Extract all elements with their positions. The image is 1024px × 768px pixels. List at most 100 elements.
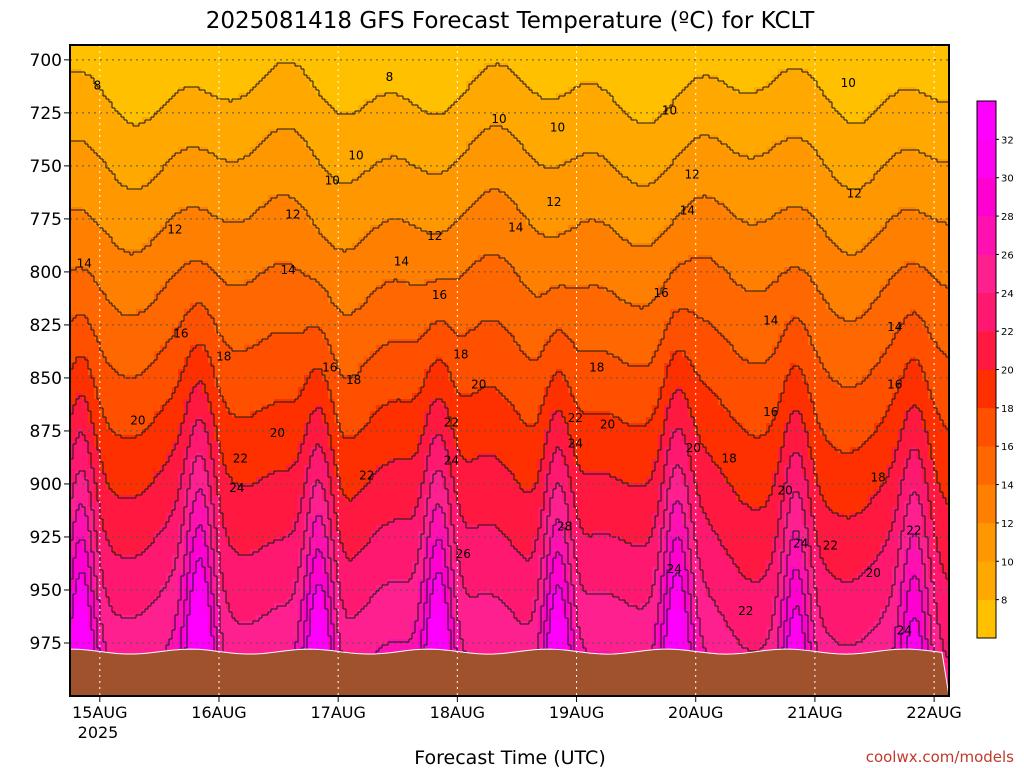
temperature-cell [94, 105, 101, 112]
temperature-cell [190, 189, 197, 196]
temperature-cell [130, 81, 137, 88]
temperature-cell [334, 453, 341, 460]
temperature-cell [232, 69, 239, 76]
temperature-cell [178, 81, 185, 88]
temperature-cell [148, 303, 155, 310]
temperature-cell [160, 201, 167, 208]
temperature-cell [274, 69, 281, 76]
temperature-cell [220, 621, 227, 628]
temperature-cell [238, 51, 245, 58]
temperature-cell [208, 387, 215, 394]
temperature-cell [148, 555, 155, 562]
temperature-cell [268, 183, 275, 190]
temperature-cell [82, 585, 89, 592]
temperature-cell [274, 159, 281, 166]
chart-title: 2025081418 GFS Forecast Temperature (ºC)… [206, 8, 815, 34]
temperature-cell [136, 135, 143, 142]
temperature-cell [130, 243, 137, 250]
temperature-cell [184, 603, 191, 610]
temperature-cell [298, 129, 305, 136]
temperature-cell [268, 597, 275, 604]
temperature-cell [232, 297, 239, 304]
temperature-cell [148, 357, 155, 364]
temperature-cell [226, 441, 233, 448]
temperature-cell [226, 519, 233, 526]
temperature-cell [136, 87, 143, 94]
temperature-cell [202, 435, 209, 442]
temperature-cell [304, 51, 311, 58]
temperature-cell [250, 339, 257, 346]
temperature-cell [214, 567, 221, 574]
temperature-cell [316, 213, 323, 220]
temperature-cell [106, 63, 113, 70]
temperature-cell [106, 255, 113, 262]
temperature-cell [136, 177, 143, 184]
temperature-cell [304, 393, 311, 400]
temperature-cell [310, 243, 317, 250]
temperature-cell [142, 339, 149, 346]
temperature-cell [178, 453, 185, 460]
temperature-cell [178, 327, 185, 334]
temperature-cell [316, 81, 323, 88]
temperature-cell [88, 363, 95, 370]
temperature-cell [106, 339, 113, 346]
temperature-cell [340, 165, 347, 172]
temperature-cell [202, 195, 209, 202]
temperature-cell [76, 387, 83, 394]
temperature-cell [100, 321, 107, 328]
temperature-cell [76, 375, 83, 382]
temperature-cell [334, 51, 341, 58]
temperature-cell [118, 417, 125, 424]
temperature-cell [178, 363, 185, 370]
temperature-cell [136, 129, 143, 136]
temperature-cell [226, 549, 233, 556]
temperature-cell [160, 435, 167, 442]
temperature-cell [142, 249, 149, 256]
temperature-cell [310, 429, 317, 436]
temperature-cell [166, 285, 173, 292]
temperature-cell [244, 609, 251, 616]
temperature-cell [286, 165, 293, 172]
temperature-cell [148, 63, 155, 70]
temperature-cell [70, 549, 77, 556]
temperature-cell [166, 135, 173, 142]
temperature-cell [154, 147, 161, 154]
temperature-cell [130, 255, 137, 262]
temperature-cell [178, 297, 185, 304]
temperature-cell [262, 225, 269, 232]
temperature-cell [142, 387, 149, 394]
temperature-cell [202, 111, 209, 118]
temperature-cell [298, 363, 305, 370]
temperature-cell [268, 603, 275, 610]
temperature-cell [280, 327, 287, 334]
temperature-cell [70, 147, 77, 154]
temperature-cell [310, 105, 317, 112]
temperature-cell [226, 69, 233, 76]
temperature-cell [160, 381, 167, 388]
temperature-cell [112, 423, 119, 430]
temperature-cell [226, 189, 233, 196]
temperature-cell [268, 615, 275, 622]
temperature-cell [88, 291, 95, 298]
temperature-cell [238, 87, 245, 94]
temperature-cell [262, 45, 269, 52]
temperature-cell [148, 519, 155, 526]
temperature-cell [88, 597, 95, 604]
temperature-cell [316, 219, 323, 226]
temperature-cell [130, 159, 137, 166]
temperature-cell [184, 525, 191, 532]
temperature-cell [172, 195, 179, 202]
temperature-cell [148, 507, 155, 514]
temperature-cell [70, 507, 77, 514]
temperature-cell [166, 57, 173, 64]
temperature-cell [316, 153, 323, 160]
temperature-cell [184, 441, 191, 448]
temperature-cell [220, 429, 227, 436]
temperature-cell [262, 495, 269, 502]
temperature-cell [154, 321, 161, 328]
temperature-cell [226, 201, 233, 208]
temperature-cell [280, 177, 287, 184]
temperature-cell [328, 153, 335, 160]
temperature-cell [154, 447, 161, 454]
temperature-cell [280, 555, 287, 562]
